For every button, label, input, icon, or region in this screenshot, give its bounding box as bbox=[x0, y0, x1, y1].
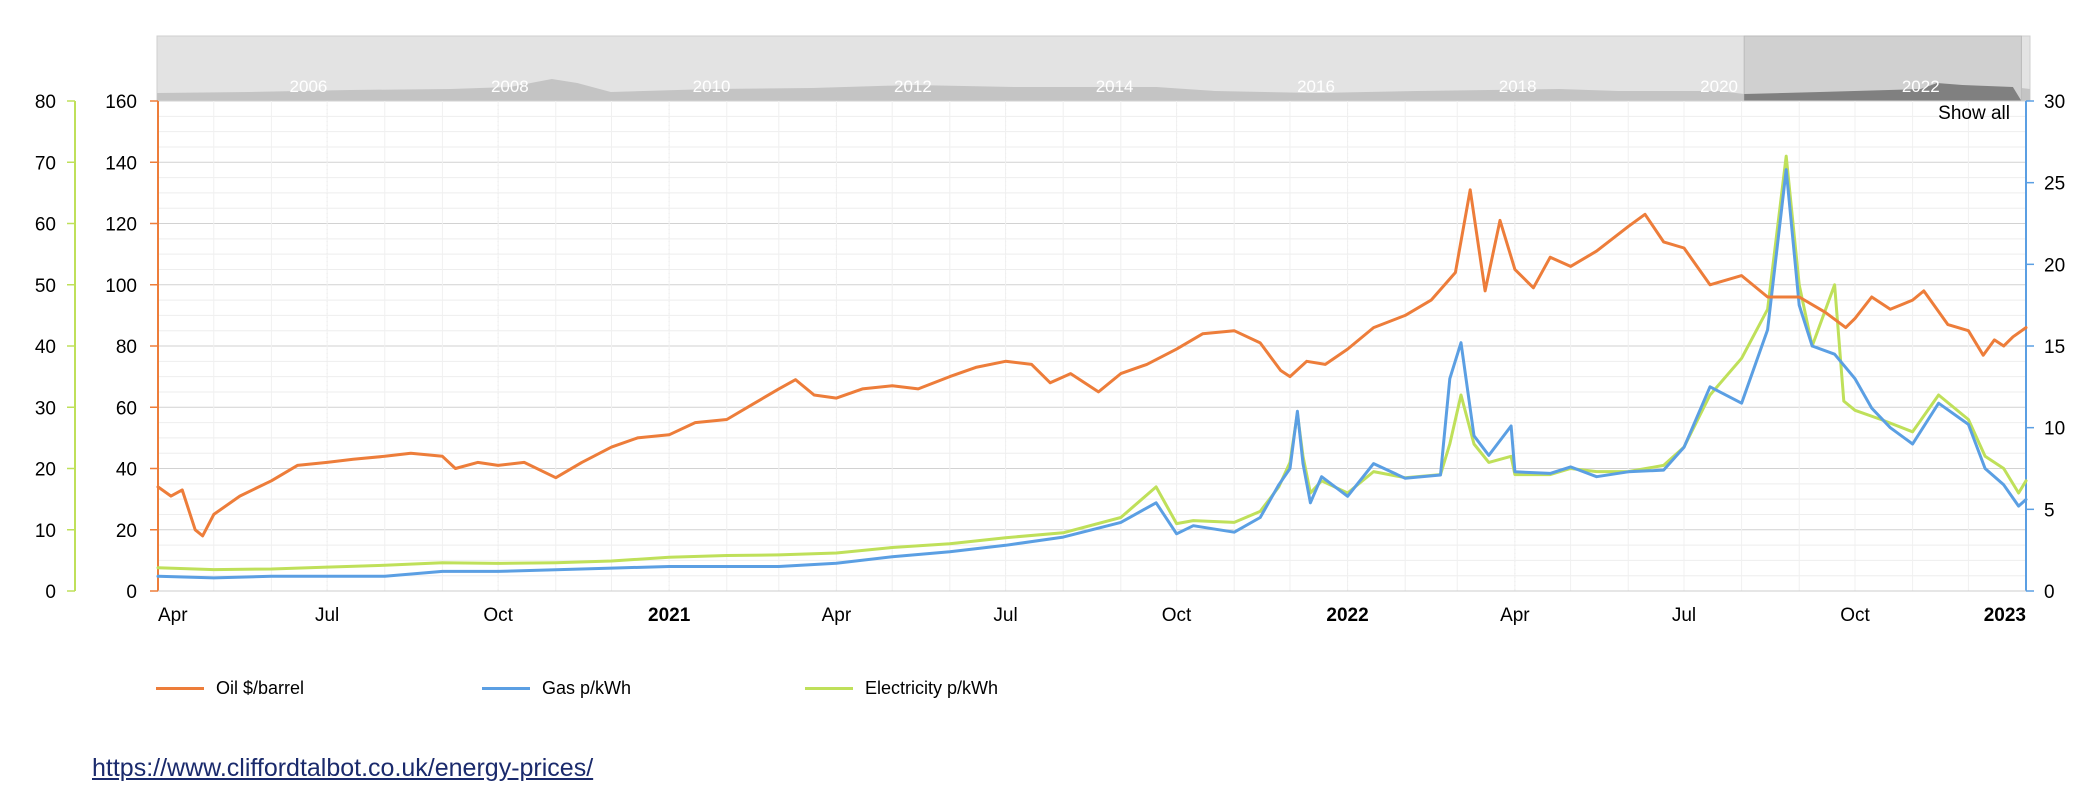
gas-axis-tick-label: 20 bbox=[2044, 255, 2065, 276]
electricity-axis-tick-label: 40 bbox=[35, 337, 56, 358]
x-axis-tick-label: Jul bbox=[993, 605, 1017, 626]
gas-axis-tick-label: 0 bbox=[2044, 582, 2055, 603]
navigator-year-label: 2016 bbox=[1297, 77, 1335, 96]
electricity-axis-tick-label: 0 bbox=[45, 582, 56, 603]
electricity-axis-tick-label: 60 bbox=[35, 215, 56, 236]
x-axis-tick-label: Apr bbox=[822, 605, 852, 626]
source-link[interactable]: https://www.cliffordtalbot.co.uk/energy-… bbox=[92, 754, 594, 782]
x-axis-tick-label: Oct bbox=[1840, 605, 1870, 626]
legend-gas-swatch bbox=[482, 687, 530, 690]
oil-axis-tick-label: 120 bbox=[105, 215, 137, 236]
electricity-axis-tick-label: 50 bbox=[35, 276, 56, 297]
navigator-selected-area bbox=[1744, 83, 2022, 101]
navigator-year-label: 2014 bbox=[1096, 77, 1134, 96]
navigator-year-label: 2022 bbox=[1902, 77, 1940, 96]
navigator-year-label: 2012 bbox=[894, 77, 932, 96]
series-line-gas bbox=[156, 168, 2028, 580]
gas-axis-tick-label: 25 bbox=[2044, 174, 2065, 195]
series-line-oil bbox=[156, 188, 2028, 538]
gas-axis-tick-label: 5 bbox=[2044, 500, 2055, 521]
legend-gas-label: Gas p/kWh bbox=[542, 678, 632, 698]
legend-item-gas[interactable]: Gas p/kWh bbox=[482, 678, 631, 699]
x-axis-tick-label: Apr bbox=[158, 605, 188, 626]
oil-axis-tick-label: 20 bbox=[116, 521, 137, 542]
x-axis-tick-label: 2023 bbox=[1984, 605, 2026, 626]
electricity-axis-tick-label: 80 bbox=[35, 92, 56, 113]
oil-axis-tick-label: 140 bbox=[105, 153, 137, 174]
legend-item-electricity[interactable]: Electricity p/kWh bbox=[805, 678, 998, 699]
x-axis-tick-label: Oct bbox=[1162, 605, 1192, 626]
legend-electricity-label: Electricity p/kWh bbox=[865, 678, 999, 698]
oil-axis-tick-label: 40 bbox=[116, 460, 137, 481]
gas-axis-tick-label: 30 bbox=[2044, 92, 2065, 113]
navigator-year-label: 2018 bbox=[1499, 77, 1537, 96]
range-navigator[interactable]: 2006 2008 2010 2012 2014 2016 2018 2020 2022 bbox=[156, 35, 2031, 102]
chart-grid bbox=[157, 100, 2027, 592]
x-axis-tick-label: 2021 bbox=[648, 605, 691, 626]
gas-axis-tick-label: 15 bbox=[2044, 337, 2065, 358]
oil-axis-tick-label: 80 bbox=[116, 337, 137, 358]
x-axis-tick-label: Jul bbox=[315, 605, 339, 626]
chart-legend: Oil $/barrel Gas p/kWh Electricity p/kWh bbox=[0, 678, 2096, 702]
show-all-button[interactable]: Show all bbox=[1938, 103, 2010, 124]
x-axis-tick-label: 2022 bbox=[1326, 605, 1368, 626]
legend-oil-swatch bbox=[156, 687, 204, 690]
navigator-history-area bbox=[157, 79, 2030, 101]
x-axis-tick-label: Oct bbox=[483, 605, 513, 626]
navigator-year-label: 2020 bbox=[1700, 77, 1738, 96]
oil-axis-tick-label: 100 bbox=[105, 276, 137, 297]
oil-axis-tick-label: 0 bbox=[126, 582, 137, 603]
electricity-axis-tick-label: 10 bbox=[35, 521, 56, 542]
electricity-axis-tick-label: 70 bbox=[35, 153, 56, 174]
oil-axis-tick-label: 60 bbox=[116, 398, 137, 419]
navigator-year-label: 2010 bbox=[693, 77, 731, 96]
legend-oil-label: Oil $/barrel bbox=[216, 678, 305, 698]
oil-axis-tick-label: 160 bbox=[105, 92, 137, 113]
navigator-year-label: 2006 bbox=[290, 77, 328, 96]
series-line-electricity bbox=[156, 154, 2028, 572]
legend-item-oil[interactable]: Oil $/barrel bbox=[156, 678, 304, 699]
electricity-axis-tick-label: 20 bbox=[35, 460, 56, 481]
electricity-axis-tick-label: 30 bbox=[35, 398, 56, 419]
navigator-year-label: 2008 bbox=[491, 77, 529, 96]
energy-price-chart: 2006 2008 2010 2012 2014 2016 2018 2020 2022 020… bbox=[35, 35, 2065, 626]
gas-axis-tick-label: 10 bbox=[2044, 419, 2065, 440]
x-axis-tick-label: Jul bbox=[1672, 605, 1696, 626]
x-axis-tick-label: Apr bbox=[1500, 605, 1530, 626]
legend-electricity-swatch bbox=[805, 687, 853, 690]
